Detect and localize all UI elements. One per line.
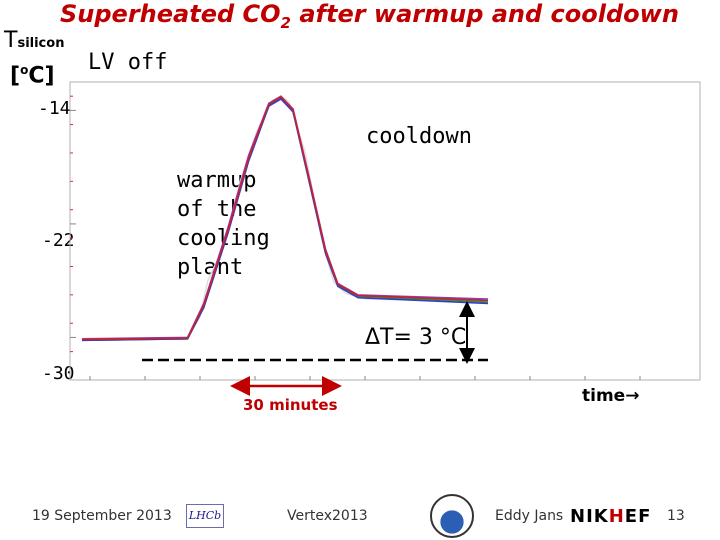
y-axis-label: Tsilicon [oC] — [4, 28, 65, 89]
page-number: 13 — [667, 508, 685, 524]
plot-frame — [69, 81, 701, 381]
lhcb-logo: LHCb — [186, 504, 224, 528]
y-tick-label: -14 — [38, 98, 71, 119]
duration-label: 30 minutes — [243, 396, 338, 414]
nikhef-logo: NIKHEF — [570, 506, 652, 527]
footer-conference: Vertex2013 — [287, 508, 368, 524]
cooldown-label: cooldown — [366, 124, 472, 149]
y-tick-label: -22 — [42, 230, 75, 251]
vertex-logo-icon — [430, 494, 474, 538]
series-line — [81, 95, 489, 341]
footer-author: Eddy Jans — [495, 508, 564, 524]
y-tick-label: -30 — [42, 363, 75, 384]
chart-title: Superheated CO2 after warmup and cooldow… — [60, 0, 679, 32]
series-line — [81, 96, 489, 342]
footer-date: 19 September 2013 — [32, 508, 172, 524]
series-line — [82, 95, 489, 340]
series-line — [81, 95, 489, 340]
series-line — [81, 97, 489, 342]
time-axis-label: time→ — [582, 386, 640, 406]
lv-off-label: LV off — [88, 50, 168, 75]
delta-t-label: ΔT= 3 °C — [365, 325, 467, 350]
